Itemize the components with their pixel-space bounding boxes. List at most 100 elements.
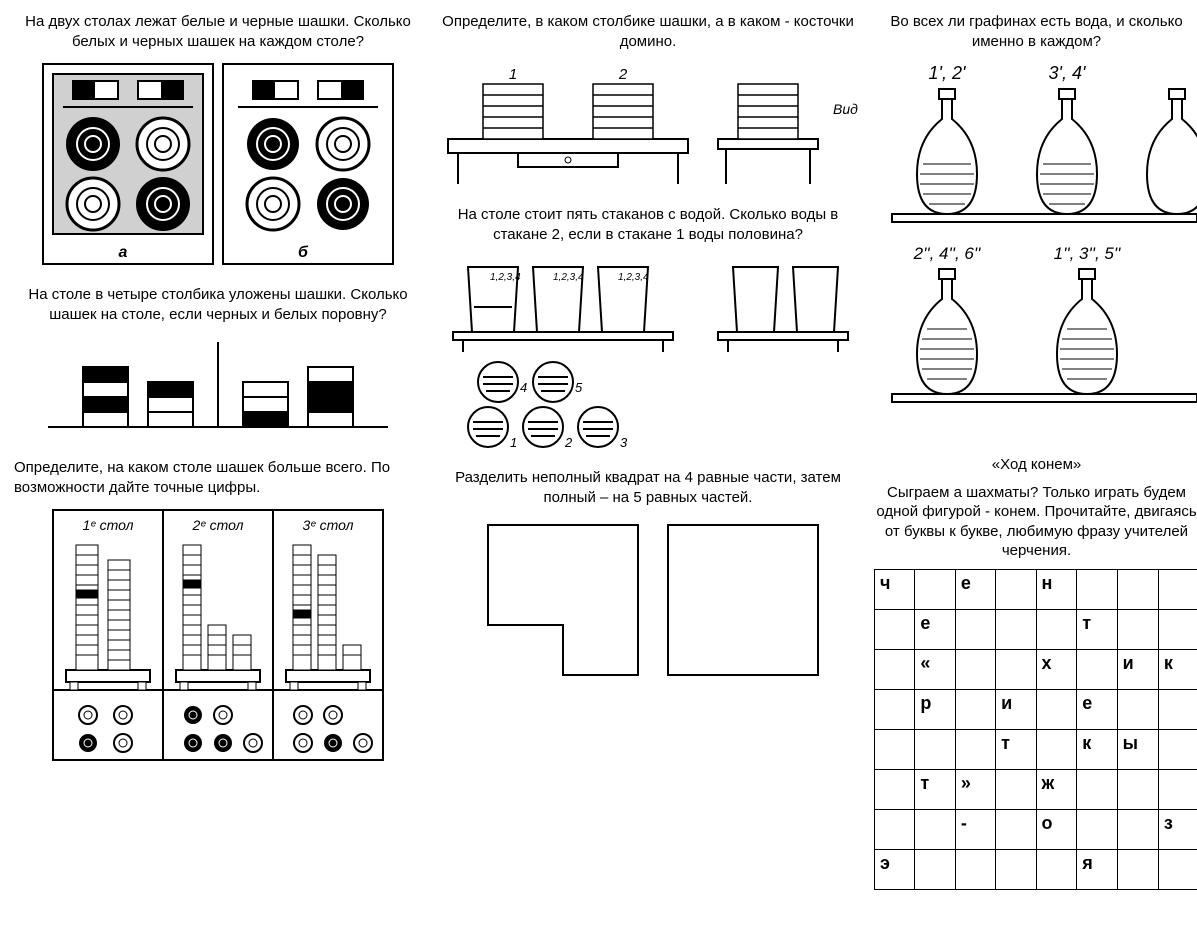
c2-task1-diagram: 1 2 Вид сбоку [434,59,862,189]
knight-cell [1036,729,1077,769]
column-3: Во всех ли графинах есть вода, и сколько… [868,8,1197,890]
knight-cell [875,769,915,809]
svg-text:1,2,3,4: 1,2,3,4 [490,272,521,283]
knight-cell [915,569,955,609]
knight-cell [955,689,995,729]
label-a: а [119,244,128,261]
svg-text:1,2,3,4: 1,2,3,4 [618,272,649,283]
c3-task1-diagram: 1', 2' 3', 4' [874,59,1197,439]
page-grid: На двух столах лежат белые и черные шашк… [8,8,1189,890]
knight-cell: и [1117,649,1158,689]
knight-cell [1117,569,1158,609]
c2-circ-2: 2 [564,435,573,450]
knight-cell [996,809,1036,849]
knight-cell [996,569,1036,609]
knight-cell: т [996,729,1036,769]
knight-cell [955,649,995,689]
knight-cell [1117,809,1158,849]
knight-cell [915,729,955,769]
knight-cell [1077,569,1117,609]
c2-task2-diagram: 1,2,3,4 1,2,3,4 1,2,3,4 4 5 1 [434,252,862,452]
knight-cell [1158,849,1197,889]
column-2: Определите, в каком столбике шашки, а в … [428,8,868,890]
c3-lab2: 3', 4' [1048,63,1085,83]
knight-cell [1036,849,1077,889]
knight-cell: э [875,849,915,889]
knight-cell: » [955,769,995,809]
knight-cell [875,729,915,769]
knight-cell [996,609,1036,649]
knight-cell [1158,729,1197,769]
knight-cell: т [915,769,955,809]
knight-cell [915,809,955,849]
column-1: На двух столах лежат белые и черные шашк… [8,8,428,890]
knight-cell [996,769,1036,809]
c2-task3-diagram [434,515,862,685]
knight-cell: ч [875,569,915,609]
c2t1-side: Вид сбоку [833,101,858,117]
knight-cell [875,609,915,649]
c2-task1-text: Определите, в каком столбике шашки, а в … [434,12,862,51]
knight-cell [955,609,995,649]
knight-cell: ж [1036,769,1077,809]
knight-cell: н [1036,569,1077,609]
c3-lab3: 2'', 4'', 6'' [912,244,980,263]
knight-cell: и [996,689,1036,729]
c2-circ-3: 3 [620,435,628,450]
knight-cell [1158,569,1197,609]
c1-task1-text: На двух столах лежат белые и черные шашк… [14,12,422,51]
c2-circ-1: 1 [510,435,517,450]
c1-task3-diagram: 1ᵉ стол 2ᵉ стол 3ᵉ стол [14,505,422,765]
knight-cell [875,689,915,729]
c1-task3-text: Определите, на каком столе шашек больше … [14,458,422,497]
c1-task2-diagram [14,332,422,442]
knight-grid: ченет«хикриеткыт»ж-озэя [874,569,1197,890]
knight-cell [1036,689,1077,729]
knight-cell: к [1077,729,1117,769]
knight-cell [1077,649,1117,689]
knight-cell: к [1158,649,1197,689]
knight-cell [1158,769,1197,809]
knight-cell: - [955,809,995,849]
c3-task1-text: Во всех ли графинах есть вода, и сколько… [874,12,1197,51]
knight-cell [955,729,995,769]
c2-task3-text: Разделить неполный квадрат на 4 равные ч… [434,468,862,507]
knight-cell [1036,609,1077,649]
c1t3-label1: 1ᵉ стол [83,517,134,533]
c1t3-label2: 2ᵉ стол [192,517,244,533]
label-b: б [298,244,309,261]
knight-cell [1117,609,1158,649]
c1-task2-text: На столе в четыре столбика уложены шашки… [14,285,422,324]
knight-cell [996,649,1036,689]
c3-task2-text: Сыграем а шахматы? Только играть будем о… [874,483,1197,561]
c2t1-n1: 1 [509,66,517,83]
knight-cell: х [1036,649,1077,689]
c3-lab1: 1', 2' [928,63,965,83]
c2-circ-5: 5 [575,380,583,395]
knight-cell: е [915,609,955,649]
knight-cell: я [1077,849,1117,889]
knight-cell: р [915,689,955,729]
knight-cell: е [1077,689,1117,729]
knight-cell [1077,769,1117,809]
c2-circ-4: 4 [520,380,527,395]
knight-cell [1117,769,1158,809]
knight-cell: т [1077,609,1117,649]
c1-task1-diagram: а б [14,59,422,269]
knight-cell [1117,849,1158,889]
knight-cell: ы [1117,729,1158,769]
c1t3-label3: 3ᵉ стол [303,517,354,533]
knight-cell: з [1158,809,1197,849]
c2t1-n2: 2 [618,66,628,83]
knight-cell [1158,689,1197,729]
c3-lab4: 1'', 3'', 5'' [1053,244,1120,263]
knight-cell: о [1036,809,1077,849]
svg-text:1,2,3,4: 1,2,3,4 [553,272,584,283]
knight-cell: « [915,649,955,689]
knight-cell [875,649,915,689]
knight-cell [1077,809,1117,849]
knight-cell [1117,689,1158,729]
c2-task2-text: На столе стоит пять стаканов с водой. Ск… [434,205,862,244]
knight-cell [955,849,995,889]
knight-cell: е [955,569,995,609]
